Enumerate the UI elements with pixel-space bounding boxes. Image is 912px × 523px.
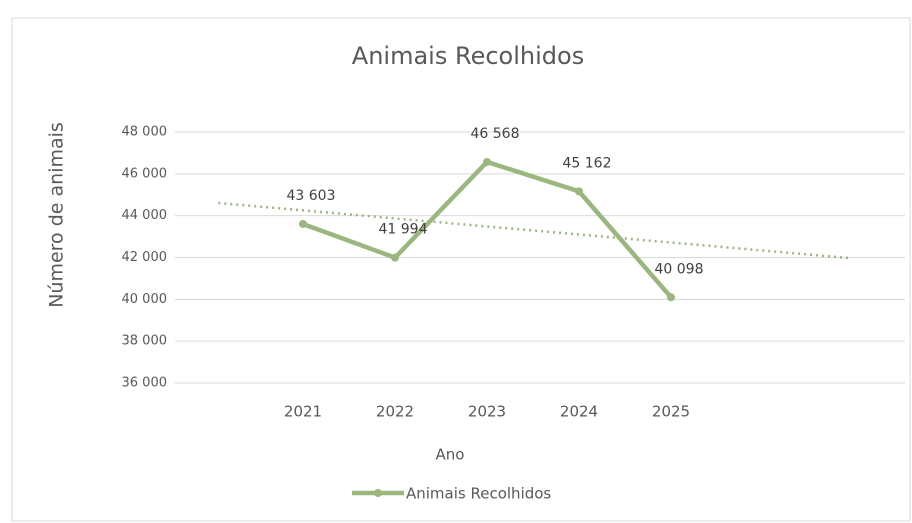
data-label: 46 568 [471, 126, 520, 142]
chart-border [11, 17, 911, 522]
data-label: 40 098 [655, 261, 704, 277]
y-axis-title: Número de animais [46, 122, 68, 308]
y-tick-label: 38 000 [122, 334, 168, 349]
y-tick-label: 40 000 [122, 292, 168, 307]
x-axis-title: Ano [436, 446, 465, 464]
data-point [391, 253, 399, 262]
data-label: 41 994 [379, 222, 428, 238]
data-label: 43 603 [287, 188, 336, 204]
x-tick-label: 2021 [284, 403, 322, 421]
chart-title: Animais Recolhidos [352, 42, 584, 70]
x-tick-label: 2024 [560, 403, 598, 421]
y-tick-label: 44 000 [122, 208, 168, 223]
y-tick-label: 48 000 [122, 125, 168, 140]
data-point [667, 293, 675, 302]
data-point [575, 187, 583, 196]
legend-label: Animais Recolhidos [406, 485, 551, 503]
legend-marker [374, 489, 382, 497]
x-tick-label: 2025 [652, 403, 690, 421]
data-point [299, 219, 307, 228]
data-point [483, 157, 491, 166]
x-tick-label: 2022 [376, 403, 414, 421]
trendline [218, 201, 851, 260]
x-tick-label: 2023 [468, 403, 506, 421]
y-tick-label: 42 000 [122, 250, 168, 265]
y-tick-label: 36 000 [122, 376, 168, 391]
y-tick-label: 46 000 [122, 166, 168, 181]
data-label: 45 162 [563, 155, 612, 171]
